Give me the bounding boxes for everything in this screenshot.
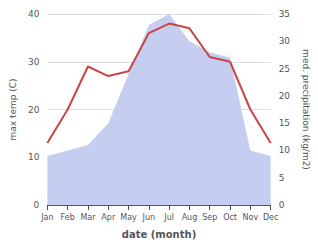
svg-text:30: 30 (28, 57, 40, 67)
svg-text:date (month): date (month) (122, 229, 196, 240)
svg-text:Apr: Apr (101, 213, 116, 222)
svg-text:max temp (C): max temp (C) (8, 78, 18, 140)
svg-text:med. precipitation (kg/m2): med. precipitation (kg/m2) (301, 49, 311, 170)
svg-text:Jan: Jan (40, 213, 53, 222)
svg-text:10: 10 (28, 152, 40, 162)
svg-text:0: 0 (279, 200, 285, 210)
svg-text:10: 10 (279, 145, 291, 155)
svg-text:5: 5 (279, 173, 285, 183)
svg-text:25: 25 (279, 64, 290, 74)
svg-text:Jul: Jul (163, 213, 174, 222)
svg-text:Jun: Jun (142, 213, 156, 222)
svg-text:15: 15 (279, 118, 290, 128)
svg-text:40: 40 (28, 9, 40, 19)
svg-text:May: May (120, 213, 137, 222)
svg-text:30: 30 (279, 36, 291, 46)
svg-text:Aug: Aug (182, 213, 198, 222)
svg-text:Sep: Sep (202, 213, 217, 222)
svg-text:20: 20 (28, 105, 40, 115)
svg-text:Mar: Mar (80, 213, 96, 222)
svg-text:0: 0 (34, 200, 40, 210)
svg-text:Dec: Dec (263, 213, 278, 222)
svg-text:Oct: Oct (223, 213, 237, 222)
svg-text:Nov: Nov (243, 213, 259, 222)
svg-text:Feb: Feb (61, 213, 75, 222)
svg-text:35: 35 (279, 9, 290, 19)
svg-text:20: 20 (279, 91, 291, 101)
